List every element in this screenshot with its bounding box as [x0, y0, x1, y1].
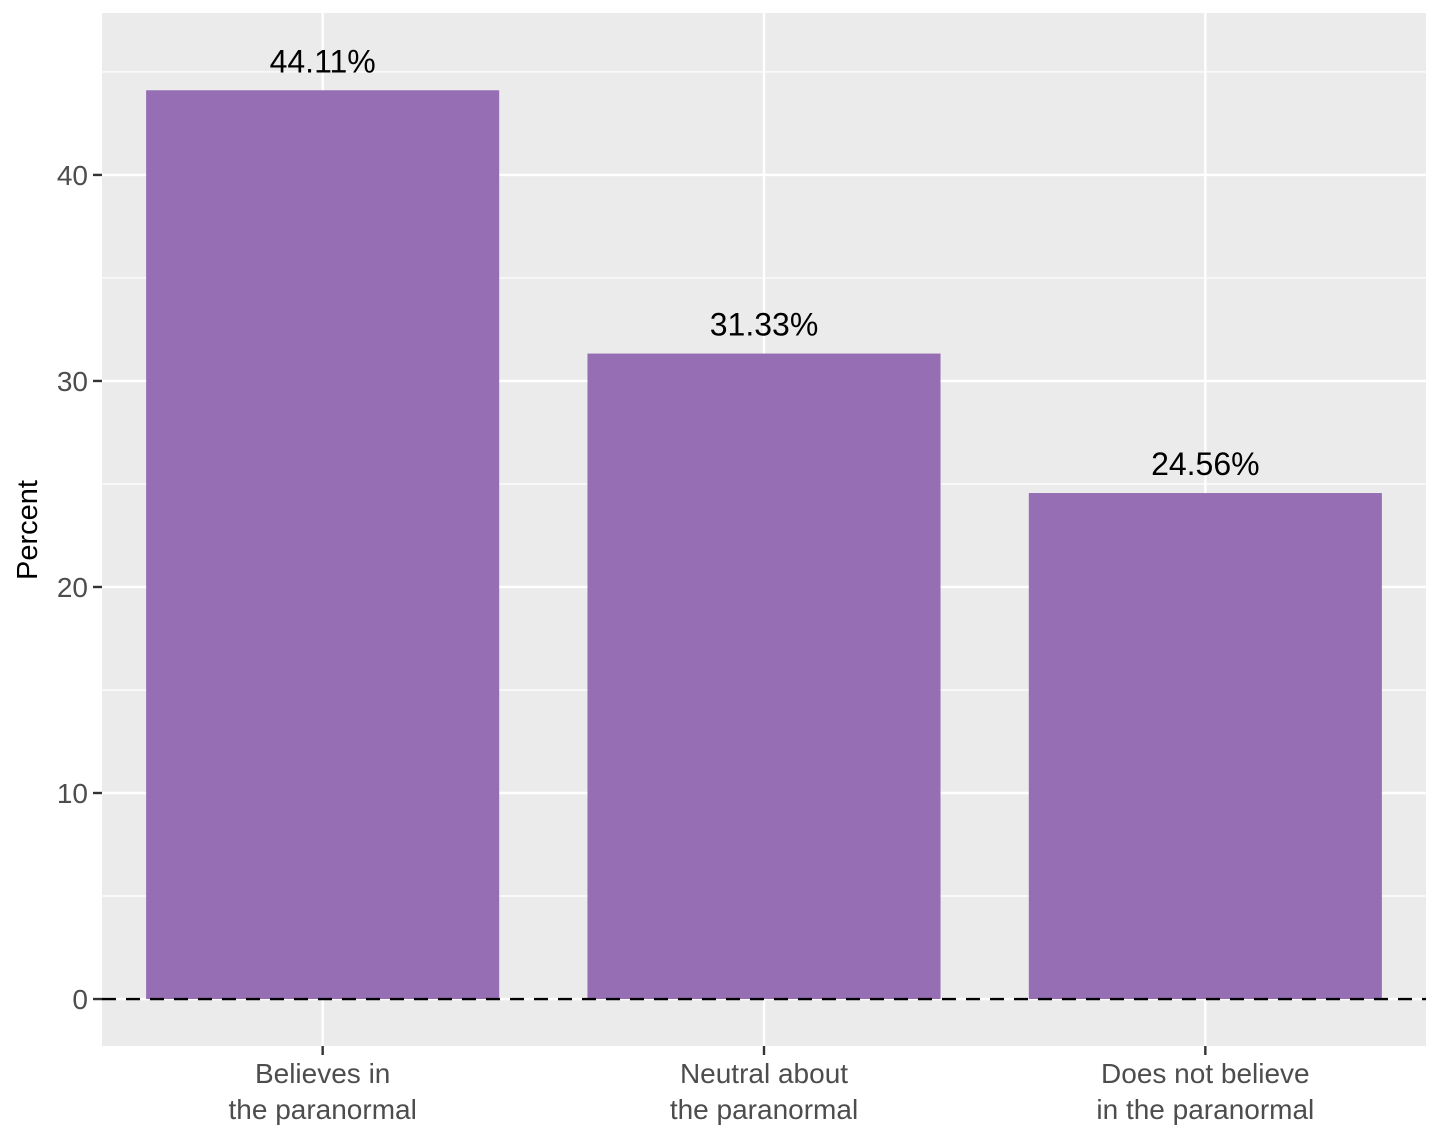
- y-axis: 0 10 20 30 40: [57, 160, 102, 1015]
- y-tick-label: 10: [57, 778, 88, 809]
- y-tick-label: 30: [57, 366, 88, 397]
- x-tick-label-line: the paranormal: [228, 1094, 416, 1125]
- bar: [1028, 493, 1382, 1000]
- x-tick-label-line: in the paranormal: [1096, 1094, 1314, 1125]
- x-tick-label-line: Does not believe: [1101, 1058, 1310, 1089]
- x-tick-label: Does not believe in the paranormal: [1096, 1058, 1314, 1125]
- bar: [587, 353, 941, 1000]
- x-tick-label-line: Neutral about: [680, 1058, 848, 1089]
- data-label: 31.33%: [710, 307, 819, 343]
- bar: [146, 90, 500, 1000]
- y-axis-label: Percent: [12, 480, 44, 580]
- x-axis: Believes in the paranormal Neutral about th…: [228, 1046, 1314, 1125]
- y-tick-label: 40: [57, 160, 88, 191]
- data-label: 44.11%: [270, 43, 376, 79]
- data-labels: 44.11% 31.33% 24.56%: [270, 43, 1260, 482]
- x-tick-label: Believes in the paranormal: [228, 1058, 416, 1125]
- data-label: 24.56%: [1151, 446, 1260, 482]
- x-tick-label-line: Believes in: [255, 1058, 390, 1089]
- y-tick-label: 0: [72, 984, 88, 1015]
- y-tick-label: 20: [57, 572, 88, 603]
- bars: [102, 90, 1426, 1001]
- x-tick-label-line: the paranormal: [670, 1094, 858, 1125]
- x-tick-label: Neutral about the paranormal: [670, 1058, 858, 1125]
